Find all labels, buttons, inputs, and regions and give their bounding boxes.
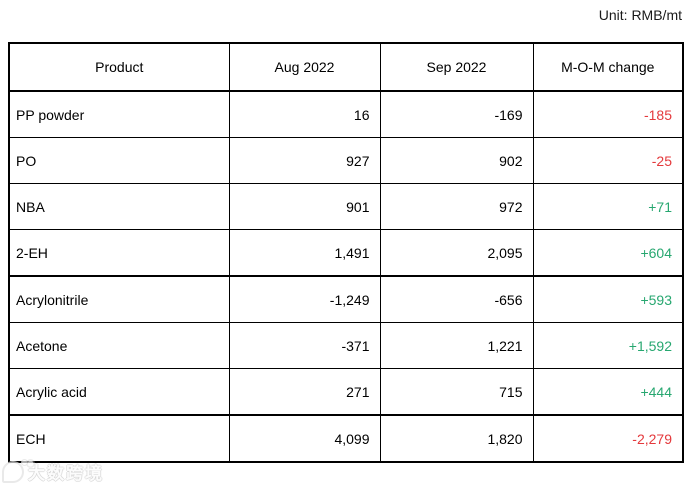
sep-value: -656 xyxy=(379,275,534,323)
table-row: Acetone -371 1,221 +1,592 xyxy=(8,322,684,369)
table-row: Acrylic acid 271 715 +444 xyxy=(8,368,684,416)
table-row: ECH 4,099 1,820 -2,279 xyxy=(8,414,684,463)
mom-change-value: +1,592 xyxy=(532,322,684,369)
column-header-aug-2022: Aug 2022 xyxy=(228,42,381,92)
product-name: NBA xyxy=(8,183,230,230)
table-row: PP powder 16 -169 -185 xyxy=(8,90,684,138)
aug-value: -371 xyxy=(228,322,381,369)
column-header-mom-change: M-O-M change xyxy=(532,42,684,92)
aug-value: 271 xyxy=(228,368,381,416)
table-header-row: Product Aug 2022 Sep 2022 M-O-M change xyxy=(8,42,684,92)
sep-value: 715 xyxy=(379,368,534,416)
column-header-product: Product xyxy=(8,42,230,92)
aug-value: 927 xyxy=(228,137,381,184)
sep-value: 1,221 xyxy=(379,322,534,369)
product-name: PO xyxy=(8,137,230,184)
mom-change-value: +593 xyxy=(532,275,684,323)
sep-value: -169 xyxy=(379,90,534,138)
aug-value: -1,249 xyxy=(228,275,381,323)
mom-change-value: +444 xyxy=(532,368,684,416)
aug-value: 901 xyxy=(228,183,381,230)
sep-value: 902 xyxy=(379,137,534,184)
product-name: 2-EH xyxy=(8,229,230,277)
sep-value: 972 xyxy=(379,183,534,230)
table-row: 2-EH 1,491 2,095 +604 xyxy=(8,229,684,277)
mom-change-value: -25 xyxy=(532,137,684,184)
table-row: PO 927 902 -25 xyxy=(8,137,684,184)
table-row: Acrylonitrile -1,249 -656 +593 xyxy=(8,275,684,323)
mom-change-value: -185 xyxy=(532,90,684,138)
column-header-sep-2022: Sep 2022 xyxy=(379,42,534,92)
aug-value: 16 xyxy=(228,90,381,138)
product-name: ECH xyxy=(8,414,230,463)
table-row: NBA 901 972 +71 xyxy=(8,183,684,230)
product-name: Acrylic acid xyxy=(8,368,230,416)
aug-value: 1,491 xyxy=(228,229,381,277)
product-name: Acetone xyxy=(8,322,230,369)
product-name: PP powder xyxy=(8,90,230,138)
watermark-logo-icon xyxy=(2,458,28,483)
product-name: Acrylonitrile xyxy=(8,275,230,323)
sep-value: 2,095 xyxy=(379,229,534,277)
mom-change-value: +604 xyxy=(532,229,684,277)
mom-change-value: +71 xyxy=(532,183,684,230)
price-spread-table: Product Aug 2022 Sep 2022 M-O-M change P… xyxy=(8,42,684,463)
sep-value: 1,820 xyxy=(379,414,534,463)
mom-change-value: -2,279 xyxy=(532,414,684,463)
unit-label: Unit: RMB/mt xyxy=(598,7,682,23)
aug-value: 4,099 xyxy=(228,414,381,463)
